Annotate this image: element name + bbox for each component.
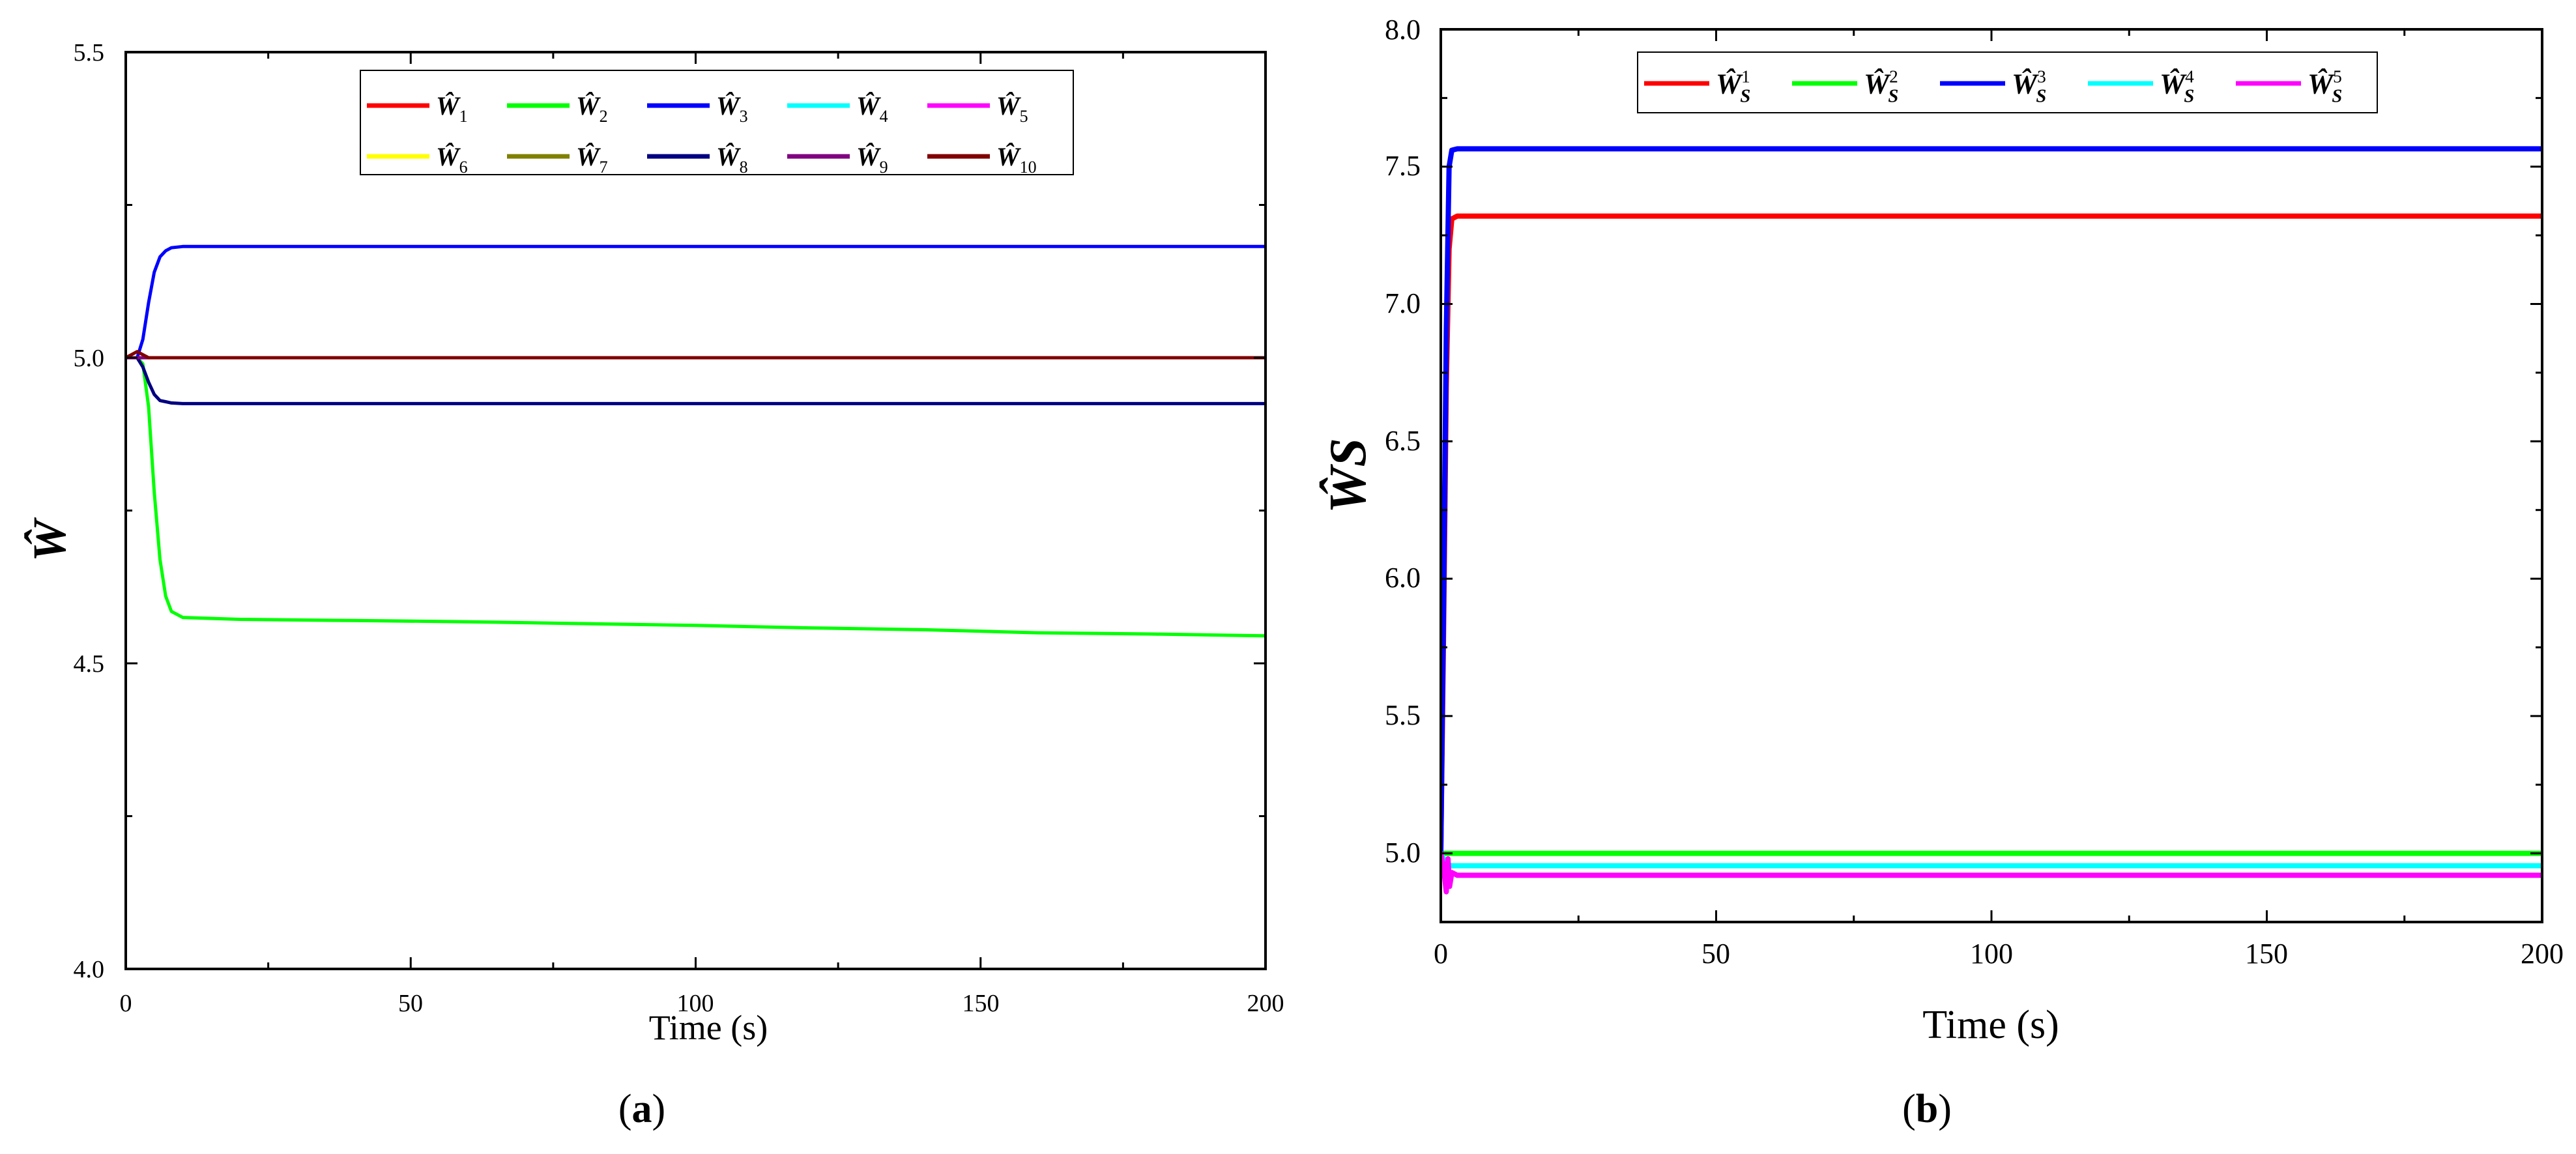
legend-label: Ŵ8: [716, 142, 748, 177]
y-tick-label: 6.0: [1385, 562, 1421, 594]
series-line: [126, 356, 1266, 405]
legend-entry: Ŵ2 S: [1792, 67, 1898, 107]
series-line: [126, 244, 1266, 360]
series-lines: [126, 244, 1266, 638]
legend-entry: Ŵ1: [367, 91, 468, 126]
legend: Ŵ1 Ŵ2 Ŵ3 Ŵ4 Ŵ5 Ŵ6 Ŵ7 Ŵ8 Ŵ9 Ŵ10: [360, 70, 1074, 177]
legend-entry: Ŵ3 S: [1940, 67, 2046, 107]
x-tick-label: 0: [1434, 938, 1448, 970]
panel-label: b: [1916, 1087, 1938, 1131]
legend-label: Ŵ5: [996, 91, 1028, 126]
axis-ticks: [1440, 28, 2543, 923]
y-axis-label: Ŵ: [23, 517, 76, 562]
panel-caption: (a): [618, 1087, 665, 1131]
y-tick-label: 5.0: [1385, 837, 1421, 869]
x-tick-label: 50: [398, 990, 423, 1017]
legend-entry: Ŵ10: [927, 142, 1037, 177]
legend-entry: Ŵ5: [927, 91, 1028, 126]
x-tick-label: 50: [1701, 938, 1730, 970]
x-axis-label: Time (s): [649, 1008, 768, 1047]
chart-panel-b: 0 50 100 150 200 5.0 5.5 6.0 6.5 7.0 7.5…: [1320, 14, 2564, 1131]
legend-entry: Ŵ5 S: [2236, 67, 2342, 107]
series-line: [126, 356, 1266, 638]
y-tick-labels: 5.0 5.5 6.0 6.5 7.0 7.5 8.0: [1385, 14, 1421, 869]
x-tick-label: 150: [2245, 938, 2288, 970]
legend-entries: Ŵ1 Ŵ2 Ŵ3 Ŵ4 Ŵ5 Ŵ6 Ŵ7 Ŵ8 Ŵ9 Ŵ10: [367, 91, 1037, 177]
legend-label: Ŵ4 S: [2160, 67, 2194, 107]
legend-label: Ŵ5 S: [2308, 67, 2342, 107]
legend-label: Ŵ4: [856, 91, 888, 126]
legend-entry: Ŵ2: [507, 91, 608, 126]
legend-label: Ŵ2 S: [1864, 67, 1898, 107]
x-axis-label: Time (s): [1922, 1003, 2059, 1047]
x-tick-label: 0: [120, 990, 132, 1017]
y-tick-label: 5.5: [74, 39, 105, 66]
legend-entries: Ŵ1 S Ŵ2 S Ŵ3 S Ŵ4 S Ŵ5 S: [1644, 67, 2342, 107]
panel-label: a: [632, 1087, 652, 1131]
y-tick-label: 8.0: [1385, 14, 1421, 46]
x-tick-label: 100: [677, 990, 714, 1017]
x-tick-label: 200: [2521, 938, 2564, 970]
x-tick-labels: 0 50 100 150 200: [120, 990, 1284, 1017]
legend-entry: Ŵ8: [647, 142, 748, 177]
series-lines: [1441, 146, 2542, 895]
legend-entry: Ŵ9: [787, 142, 888, 177]
y-tick-label: 4.0: [74, 956, 105, 983]
legend-entry: Ŵ1 S: [1644, 67, 1750, 107]
series-line: [126, 350, 1266, 360]
y-axis-label: ŴS: [1320, 438, 1377, 513]
legend-label: Ŵ2: [576, 91, 608, 126]
legend-entry: Ŵ3: [647, 91, 748, 126]
y-tick-label: 6.5: [1385, 425, 1421, 457]
legend-label: Ŵ6: [436, 142, 468, 177]
series-line: [1441, 850, 2542, 895]
y-tick-label: 7.5: [1385, 150, 1421, 182]
y-tick-labels: 4.0 4.5 5.0 5.5: [74, 39, 105, 983]
legend-entry: Ŵ4: [787, 91, 888, 126]
legend-label: Ŵ3: [716, 91, 748, 126]
legend-label: Ŵ3 S: [2012, 67, 2046, 107]
legend: Ŵ1 S Ŵ2 S Ŵ3 S Ŵ4 S Ŵ5 S: [1637, 51, 2378, 113]
x-tick-label: 200: [1247, 990, 1284, 1017]
x-tick-labels: 0 50 100 150 200: [1434, 938, 2564, 970]
legend-entry: Ŵ6: [367, 142, 468, 177]
legend-entry: Ŵ7: [507, 142, 608, 177]
legend-label: Ŵ1 S: [1716, 67, 1750, 107]
panel-caption: (b): [1902, 1087, 1952, 1131]
legend-label: Ŵ9: [856, 142, 888, 177]
y-tick-label: 7.0: [1385, 287, 1421, 319]
x-tick-label: 150: [962, 990, 1000, 1017]
y-tick-label: 5.0: [74, 345, 105, 372]
axis-ticks: [124, 51, 1267, 970]
legend-label: Ŵ1: [436, 91, 468, 126]
svg-text:(a): (a): [618, 1087, 665, 1131]
legend-label: Ŵ7: [576, 142, 608, 177]
y-tick-label: 5.5: [1385, 699, 1421, 731]
y-tick-label: 4.5: [74, 650, 105, 678]
legend-label: Ŵ10: [996, 142, 1037, 177]
chart-panel-a: 0 50 100 150 200 4.0 4.5 5.0 5.5 Time (s…: [23, 39, 1284, 1131]
svg-text:(b): (b): [1902, 1087, 1952, 1131]
legend-entry: Ŵ4 S: [2088, 67, 2194, 107]
x-tick-label: 100: [1970, 938, 2013, 970]
